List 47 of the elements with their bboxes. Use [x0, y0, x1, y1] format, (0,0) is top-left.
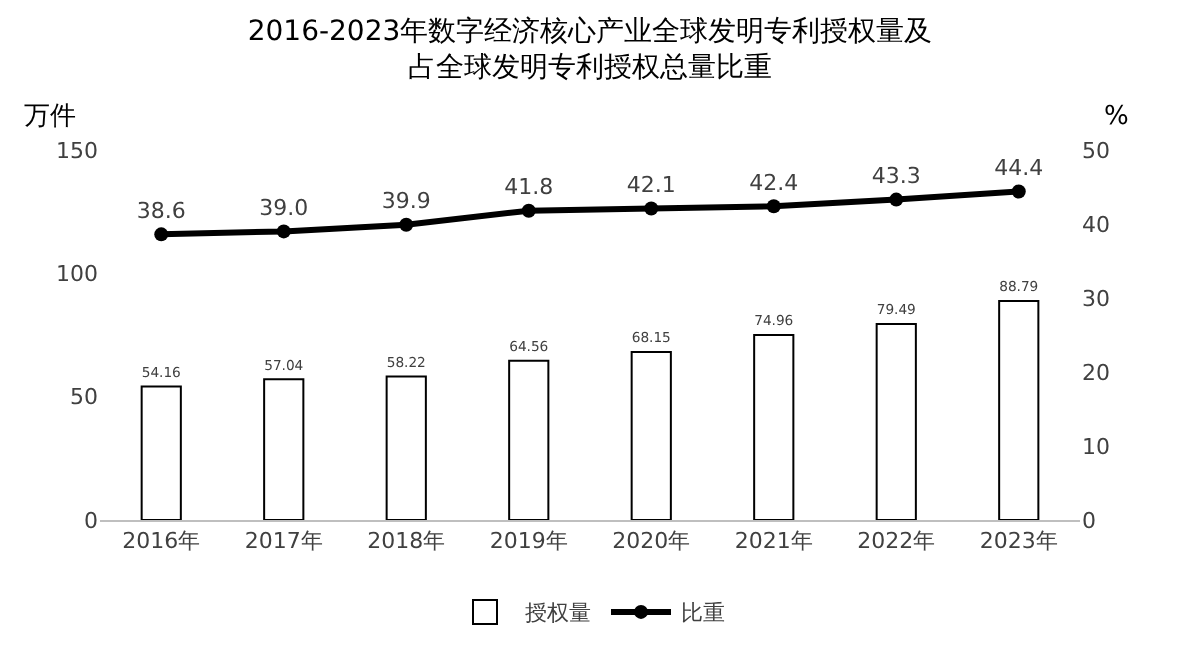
x-tick-label: 2018年 — [367, 528, 446, 555]
point — [399, 217, 414, 232]
point — [644, 201, 659, 216]
bar — [998, 299, 1040, 520]
y2-tick-label: 40 — [1082, 211, 1110, 238]
y2-tick-label: 30 — [1082, 285, 1110, 312]
bar — [385, 375, 427, 520]
bar — [630, 350, 672, 520]
y-tick-label: 150 — [56, 137, 98, 164]
y2-tick-label: 0 — [1082, 507, 1096, 534]
data-label: 38.6 — [136, 198, 186, 225]
point — [521, 203, 536, 218]
y2-axis-title: % — [1104, 102, 1129, 132]
y-tick-label: 0 — [84, 507, 98, 534]
x-tick-label: 2019年 — [489, 528, 568, 555]
x-tick-label: 2016年 — [122, 528, 201, 555]
bar — [140, 385, 182, 520]
point — [766, 199, 781, 214]
x-tick-label: 2021年 — [734, 528, 813, 555]
bar — [753, 334, 795, 520]
legend-label: 比重 — [681, 600, 725, 627]
y2-tick-label: 50 — [1082, 137, 1110, 164]
point — [154, 227, 169, 242]
data-label: 43.3 — [871, 163, 921, 190]
y2-tick-label: 10 — [1082, 433, 1110, 460]
y-axis-title: 万件 — [24, 102, 76, 132]
data-label: 39.0 — [259, 195, 309, 222]
point — [889, 192, 904, 207]
data-label: 42.4 — [749, 169, 799, 196]
legend-label: 授权量 — [525, 600, 591, 627]
bar — [875, 322, 917, 520]
bar — [508, 359, 550, 520]
bar — [263, 378, 305, 520]
data-label: 44.4 — [994, 155, 1044, 182]
y-tick-label: 50 — [70, 384, 98, 411]
x-tick-label: 2017年 — [244, 528, 323, 555]
point — [1011, 184, 1026, 199]
x-tick-label: 2020年 — [612, 528, 691, 555]
y2-tick-label: 20 — [1082, 359, 1110, 386]
data-label: 39.9 — [381, 188, 431, 215]
x-tick-label: 2022年 — [857, 528, 936, 555]
data-label: 41.8 — [504, 174, 554, 201]
x-tick-label: 2023年 — [979, 528, 1058, 555]
point — [276, 224, 291, 239]
y-tick-label: 100 — [56, 261, 98, 288]
chart-title: 2016-2023年数字经济核心产业全球发明专利授权量及占全球发明专利授权总量比重 — [247, 15, 933, 85]
data-label: 42.1 — [626, 172, 676, 199]
